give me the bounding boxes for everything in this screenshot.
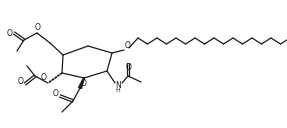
Text: O: O [7, 29, 13, 38]
Text: O: O [35, 24, 41, 33]
Text: O: O [81, 79, 87, 88]
Text: O: O [41, 73, 47, 83]
Text: O: O [18, 77, 24, 87]
Text: O: O [126, 63, 132, 72]
Text: H: H [116, 88, 120, 93]
Text: N: N [115, 82, 121, 90]
Text: O: O [53, 88, 59, 98]
Polygon shape [79, 78, 84, 89]
Text: O: O [125, 41, 131, 51]
